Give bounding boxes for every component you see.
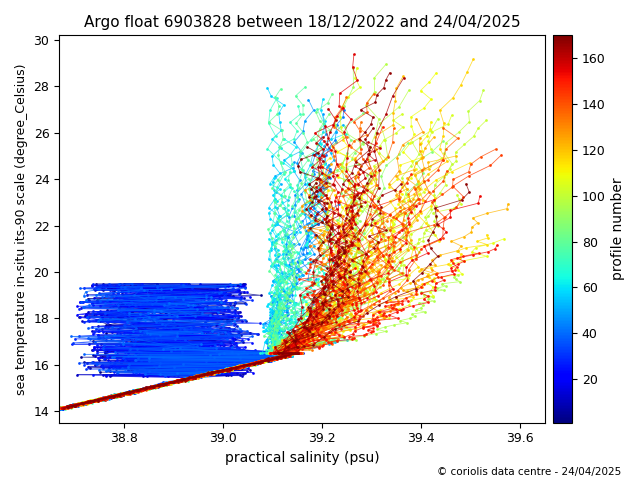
Y-axis label: sea temperature in-situ its-90 scale (degree_Celsius): sea temperature in-situ its-90 scale (de… — [15, 63, 28, 395]
X-axis label: practical salinity (psu): practical salinity (psu) — [225, 451, 380, 465]
Text: © coriolis data centre - 24/04/2025: © coriolis data centre - 24/04/2025 — [436, 467, 621, 477]
Y-axis label: profile number: profile number — [611, 178, 625, 280]
Title: Argo float 6903828 between 18/12/2022 and 24/04/2025: Argo float 6903828 between 18/12/2022 an… — [84, 15, 520, 30]
